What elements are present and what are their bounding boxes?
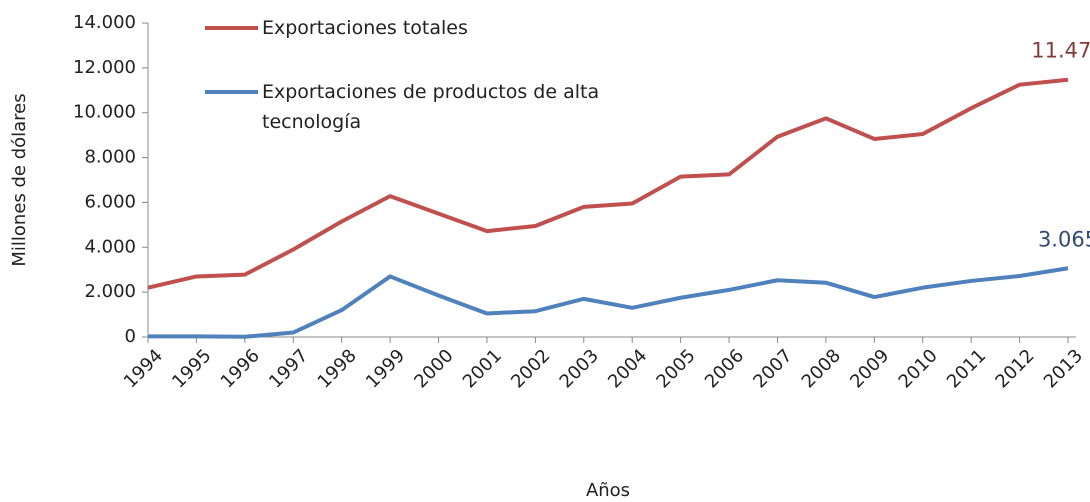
y-tick-label: 14.000 <box>73 12 136 33</box>
x-tick-label: 2013 <box>1040 345 1087 392</box>
data-label: 3.065 <box>1038 227 1090 251</box>
legend-label: Exportaciones totales <box>262 17 468 39</box>
x-tick-label: 2001 <box>459 345 506 392</box>
x-tick-label: 2000 <box>410 345 457 392</box>
x-tick-label: 2004 <box>604 345 651 392</box>
x-tick-label: 2006 <box>701 345 748 392</box>
y-tick-label: 4.000 <box>84 236 136 257</box>
series-line <box>147 77 1069 290</box>
y-tick-label: 0 <box>125 326 136 347</box>
y-tick-label: 10.000 <box>73 102 136 123</box>
x-tick-label: 1995 <box>168 345 215 392</box>
x-tick-label: 1998 <box>314 345 361 392</box>
y-tick-label: 12.000 <box>73 57 136 78</box>
x-tick-label: 1994 <box>120 345 167 392</box>
x-tick-label: 2009 <box>846 345 893 392</box>
x-tick-label: 1999 <box>362 345 409 392</box>
y-axis-label: Millones de dólares <box>9 93 30 266</box>
x-tick-label: 2007 <box>749 345 796 392</box>
x-tick-label: 2005 <box>652 345 699 392</box>
x-tick-label: 1997 <box>265 345 312 392</box>
x-tick-label: 2011 <box>943 345 990 392</box>
x-tick-label: 2012 <box>991 345 1038 392</box>
y-tick-label: 2.000 <box>84 281 136 302</box>
legend-label: Exportaciones de productos de alta tecno… <box>262 81 600 133</box>
series-line <box>148 266 1069 339</box>
data-label: 11.472 <box>1031 39 1090 63</box>
x-tick-label: 2010 <box>895 345 942 392</box>
y-tick-label: 8.000 <box>84 147 136 168</box>
x-tick-label: 1996 <box>217 345 264 392</box>
x-tick-label: 2002 <box>507 345 554 392</box>
x-tick-label: 2003 <box>556 345 603 392</box>
x-axis-label: Años <box>586 480 630 501</box>
y-tick-label: 6.000 <box>84 191 136 212</box>
x-tick-label: 2008 <box>798 345 845 392</box>
